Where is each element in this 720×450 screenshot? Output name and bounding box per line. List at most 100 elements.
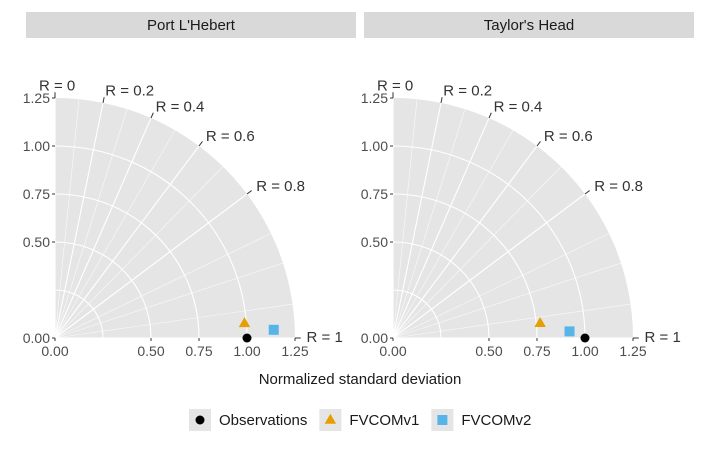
- point-observations: [242, 333, 252, 343]
- gridlines: [54, 98, 295, 339]
- x-tick-label: 0.75: [523, 343, 550, 359]
- legend-label: Observations: [219, 412, 307, 429]
- y-tick-label: 1.00: [23, 138, 50, 154]
- point-fvcomv2: [564, 326, 575, 337]
- correlation-tick-mark: [488, 112, 492, 119]
- correlation-gridline: [392, 145, 538, 339]
- correlation-tick-mark: [198, 141, 203, 147]
- correlation-label: R = 0.6: [544, 128, 593, 145]
- minor-correlation-gridline: [54, 130, 176, 339]
- correlation-gridline: [392, 193, 586, 339]
- minor-correlation-gridline: [392, 303, 631, 339]
- axis-ticks: 0.00 0.50 0.75 1.00 1.25 0.00 0.50 0.75 1.00 1.25: [361, 90, 647, 359]
- gridlines: [392, 98, 633, 339]
- correlation-label: R = 0: [377, 77, 413, 94]
- legend-item-fvcomv1: FVCOMv1: [319, 409, 419, 431]
- panel-background: [393, 98, 633, 338]
- y-tick-label: 1.25: [361, 90, 388, 106]
- facet-strip-label: Port L'Hebert: [147, 17, 236, 34]
- minor-correlation-gridline: [54, 99, 80, 339]
- minor-correlation-gridline: [54, 303, 293, 339]
- facet-panels: Port L'Hebert 0.00 0.50 0.75 1.00 1.25 0.00 0.5…: [23, 12, 694, 359]
- correlation-tick-mark: [440, 97, 443, 103]
- correlation-label: R = 0.8: [256, 178, 305, 195]
- correlation-label: R = 1: [645, 329, 681, 346]
- x-tick-label: 0.50: [137, 343, 164, 359]
- legend-label: FVCOMv1: [349, 412, 419, 429]
- legend-key-fvcomv2: [437, 415, 448, 425]
- x-tick-label: 1.00: [571, 343, 598, 359]
- minor-correlation-gridline: [54, 166, 224, 339]
- x-tick-label: 0.75: [185, 343, 212, 359]
- minor-correlation-gridline: [392, 233, 610, 339]
- y-tick-label: 1.00: [361, 138, 388, 154]
- facet-strip-label: Taylor's Head: [484, 17, 574, 34]
- point-fvcomv1: [534, 317, 546, 328]
- correlation-labels: R = 0 R = 0.2R = 0.4R = 0.6 R = 0.8 R = 1: [39, 77, 343, 346]
- y-tick-label: 0.50: [361, 234, 388, 250]
- y-tick-label: 0.00: [23, 330, 50, 346]
- correlation-label: R = 0.2: [105, 83, 154, 100]
- sd-arc-gridline: [392, 145, 586, 339]
- minor-correlation-gridline: [392, 130, 514, 339]
- minor-correlation-gridline: [392, 108, 466, 339]
- y-tick-label: 0.75: [23, 186, 50, 202]
- minor-correlation-gridline: [392, 99, 418, 339]
- correlation-label: R = 1: [307, 329, 343, 346]
- sd-arc-gridline: [392, 289, 442, 339]
- data-points: [238, 317, 279, 343]
- point-fvcomv1: [238, 317, 251, 328]
- correlation-gridline: [392, 117, 490, 339]
- x-tick-label: 0.00: [379, 343, 406, 359]
- correlation-gridline: [54, 102, 104, 339]
- correlation-tick-mark: [246, 190, 252, 195]
- minor-correlation-gridline: [54, 262, 284, 339]
- legend-item-observations: Observations: [189, 409, 307, 431]
- sd-arc-gridline: [392, 193, 538, 339]
- sd-arc-gridline: [54, 241, 152, 339]
- minor-correlation-gridline: [54, 108, 128, 339]
- x-tick-label: 1.25: [619, 343, 646, 359]
- x-tick-label: 1.25: [281, 343, 308, 359]
- correlation-gridline: [54, 145, 200, 339]
- y-tick-label: 1.25: [23, 90, 50, 106]
- correlation-gridline: [54, 193, 248, 339]
- panel-1: Port L'Hebert 0.00 0.50 0.75 1.00 1.25 0.00 0.5…: [23, 12, 356, 359]
- legend-key-observations: [195, 415, 205, 425]
- panel-background: [55, 98, 295, 338]
- legend-item-fvcomv2: FVCOMv2: [431, 409, 531, 431]
- point-fvcomv2: [268, 324, 279, 335]
- x-tick-label: 0.50: [475, 343, 502, 359]
- point-observations: [580, 333, 590, 343]
- correlation-label: R = 0.6: [206, 128, 255, 145]
- facet-strip: [26, 12, 356, 38]
- correlation-label: R = 0.4: [494, 98, 543, 115]
- legend-key-fvcomv1: [324, 413, 337, 424]
- x-axis-title: Normalized standard deviation: [259, 371, 462, 388]
- legend-label: FVCOMv2: [461, 412, 531, 429]
- correlation-label: R = 0: [39, 77, 75, 94]
- panel-2: Taylor's Head 0.00 0.50 0.75 1.00 1.25 0.00 0.5…: [361, 12, 694, 359]
- correlation-tick-mark: [536, 141, 541, 147]
- sd-arc-gridline: [392, 241, 490, 339]
- correlation-label: R = 0.2: [443, 83, 492, 100]
- sd-arc-gridline: [54, 145, 248, 339]
- correlation-tick-mark: [584, 190, 590, 195]
- minor-correlation-gridline: [392, 166, 562, 339]
- sd-arc-gridline: [54, 289, 104, 339]
- correlation-gridline: [54, 117, 152, 339]
- correlation-tick-mark: [102, 97, 105, 103]
- correlation-labels: R = 0 R = 0.2R = 0.4R = 0.6 R = 0.8 R = 1: [377, 77, 681, 346]
- axis-ticks: 0.00 0.50 0.75 1.00 1.25 0.00 0.50 0.75 1.00 1.25: [23, 90, 309, 359]
- minor-correlation-gridline: [54, 233, 272, 339]
- correlation-label: R = 0.4: [156, 98, 205, 115]
- correlation-tick-mark: [150, 112, 154, 119]
- x-tick-label: 1.00: [233, 343, 260, 359]
- minor-correlation-gridline: [392, 262, 622, 339]
- x-tick-label: 0.00: [41, 343, 68, 359]
- correlation-label: R = 0.8: [594, 178, 643, 195]
- y-tick-label: 0.00: [361, 330, 388, 346]
- data-points: [534, 317, 590, 343]
